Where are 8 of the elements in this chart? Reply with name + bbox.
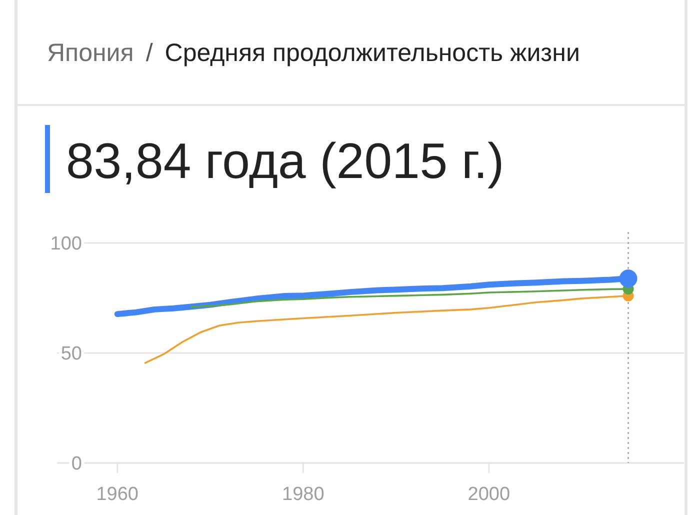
- x-tick-label: 1960: [96, 484, 139, 505]
- y-tick-label: 0: [71, 454, 82, 475]
- y-tick-label: 100: [50, 234, 82, 255]
- chart-subtitle: 83,84 года (2015 г.): [66, 133, 504, 189]
- x-tick-label: 2000: [468, 484, 510, 505]
- y-tick-label: 50: [60, 344, 82, 365]
- x-tick-label: 1980: [282, 484, 324, 505]
- chart-title: Япония / Средняя продолжительность жизни: [47, 39, 580, 67]
